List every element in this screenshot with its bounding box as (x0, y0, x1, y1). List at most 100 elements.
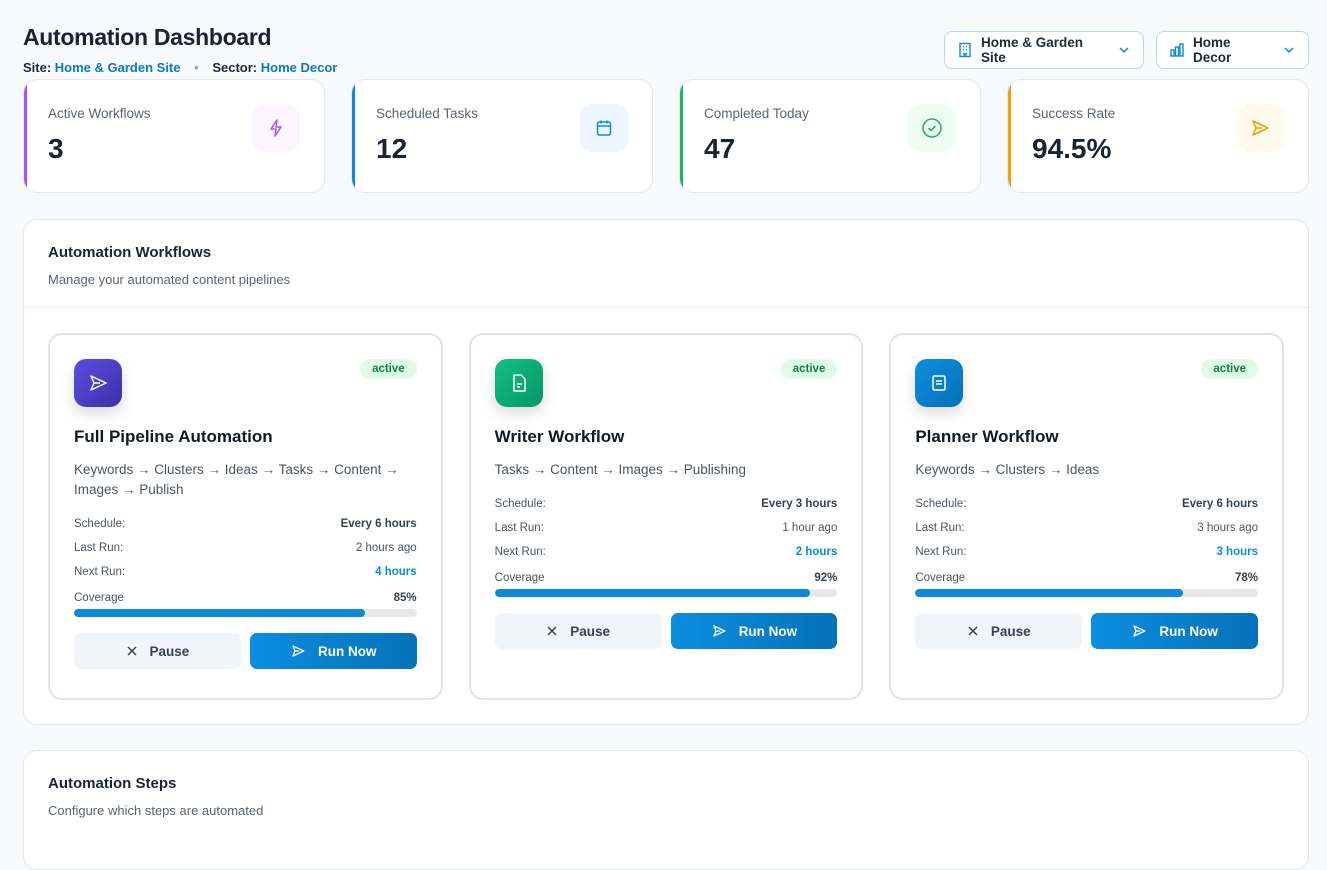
site-selector[interactable]: Home & Garden Site (944, 31, 1144, 69)
page-header: Automation Dashboard Site: Home & Garden… (23, 24, 337, 75)
workflow-card: active Writer Workflow Tasks → Content →… (468, 333, 864, 700)
coverage-value: 85% (393, 592, 417, 604)
workflow-card: active Full Pipeline Automation Keywords… (48, 333, 443, 700)
stat-success-rate: Success Rate 94.5% (1007, 79, 1309, 193)
stats-row: Active Workflows 3 Scheduled Tasks 12 Co… (23, 79, 1309, 193)
stat-value: 94.5% (1032, 133, 1112, 164)
stat-value: 3 (48, 133, 64, 164)
separator: • (194, 60, 199, 75)
list-icon (915, 359, 964, 407)
coverage-progress-bar (74, 609, 417, 617)
coverage-progress-fill (74, 609, 366, 617)
close-icon (127, 646, 137, 656)
calendar-icon (580, 104, 628, 152)
workflow-steps: Tasks → Content → Images → Publishing (494, 462, 747, 477)
stat-value: 47 (704, 133, 736, 164)
workflow-title: Full Pipeline Automation (74, 427, 273, 446)
schedule-row: Schedule: Every 6 hours (74, 512, 417, 536)
workflow-steps: Keywords → Clusters → Ideas (915, 462, 1100, 477)
workflow-title: Writer Workflow (494, 427, 625, 446)
panel-title: Automation Steps (48, 775, 177, 792)
next-run-row: Next Run: 3 hours (915, 540, 1258, 564)
run-now-label: Run Now (1159, 623, 1218, 639)
bolt-icon (252, 104, 300, 152)
stat-completed-today: Completed Today 47 (679, 79, 981, 193)
site-link[interactable]: Home & Garden Site (54, 60, 181, 75)
send-icon (292, 645, 305, 657)
stat-label: Success Rate (1032, 106, 1116, 121)
send-icon (712, 625, 726, 637)
sector-selector-value: Home Decor (1193, 35, 1232, 65)
coverage-progress-fill (915, 589, 1183, 597)
automation-steps-panel: Automation Steps Configure which steps a… (23, 750, 1309, 870)
stat-label: Active Workflows (48, 106, 151, 121)
panel-title: Automation Workflows (48, 244, 212, 261)
schedule-value: Every 3 hours (761, 498, 838, 510)
run-now-button[interactable]: Run Now (1091, 613, 1259, 649)
stat-value: 12 (376, 133, 408, 164)
last-run-row: Last Run: 1 hour ago (495, 516, 838, 540)
schedule-value: Every 6 hours (340, 518, 417, 530)
site-label: Site: (23, 60, 52, 75)
pause-button[interactable]: Pause (494, 613, 662, 649)
next-run-label: Next Run: (915, 546, 967, 558)
sector-selector[interactable]: Home Decor (1156, 31, 1309, 69)
building-icon (959, 42, 971, 58)
schedule-label: Schedule: (74, 518, 126, 530)
workflow-title: Planner Workflow (915, 427, 1059, 446)
page-title: Automation Dashboard (23, 24, 272, 50)
next-run-value: 3 hours (1216, 546, 1259, 558)
pause-label: Pause (570, 623, 610, 639)
pause-label: Pause (990, 623, 1031, 639)
last-run-row: Last Run: 2 hours ago (74, 536, 417, 560)
send-icon (1236, 104, 1284, 152)
run-now-button[interactable]: Run Now (670, 613, 838, 649)
run-now-label: Run Now (318, 643, 377, 659)
panel-subtitle: Manage your automated content pipelines (48, 272, 291, 287)
sector-link[interactable]: Home Decor (260, 60, 338, 75)
last-run-label: Last Run: (74, 542, 124, 554)
pause-button[interactable]: Pause (74, 633, 241, 669)
coverage-label: Coverage (494, 572, 545, 584)
next-run-row: Next Run: 2 hours (495, 540, 838, 564)
schedule-label: Schedule: (494, 498, 546, 510)
pause-button[interactable]: Pause (915, 613, 1083, 649)
coverage-label: Coverage (74, 592, 124, 604)
coverage-row: Coverage 85% (74, 592, 417, 604)
last-run-row: Last Run: 3 hours ago (915, 516, 1258, 540)
chevron-down-icon (1284, 47, 1294, 54)
last-run-label: Last Run: (915, 522, 965, 534)
close-icon (547, 626, 557, 636)
close-icon (968, 626, 978, 636)
coverage-row: Coverage 78% (915, 572, 1258, 584)
send-icon (74, 359, 122, 407)
stat-active-workflows: Active Workflows 3 (23, 79, 325, 193)
coverage-progress-bar (915, 589, 1259, 597)
coverage-progress-fill (494, 589, 810, 597)
site-selector-value: Home & Garden Site (981, 35, 1084, 65)
status-badge: active (1201, 359, 1259, 379)
run-now-button[interactable]: Run Now (249, 633, 417, 669)
run-now-label: Run Now (738, 623, 798, 639)
last-run-value: 2 hours ago (355, 542, 417, 554)
stat-scheduled-tasks: Scheduled Tasks 12 (351, 79, 653, 193)
last-run-value: 1 hour ago (782, 522, 838, 534)
workflow-cards: active Full Pipeline Automation Keywords… (24, 308, 1308, 725)
schedule-row: Schedule: Every 3 hours (495, 492, 838, 516)
document-icon (494, 359, 543, 407)
automation-workflows-panel: Automation Workflows Manage your automat… (23, 219, 1309, 725)
next-run-value: 2 hours (795, 546, 838, 558)
stat-label: Scheduled Tasks (376, 106, 478, 121)
coverage-value: 92% (814, 572, 838, 584)
schedule-value: Every 6 hours (1181, 498, 1259, 510)
pause-label: Pause (149, 643, 190, 659)
last-run-label: Last Run: (494, 522, 544, 534)
next-run-label: Next Run: (494, 546, 546, 558)
send-icon (1133, 625, 1146, 637)
panel-subtitle: Configure which steps are automated (48, 803, 264, 818)
context-line: Site: Home & Garden Site • Sector: Home … (23, 60, 337, 75)
chevron-down-icon (1119, 47, 1129, 54)
last-run-value: 3 hours ago (1197, 522, 1259, 534)
status-badge: active (780, 359, 838, 379)
check-circle-icon (908, 104, 956, 152)
